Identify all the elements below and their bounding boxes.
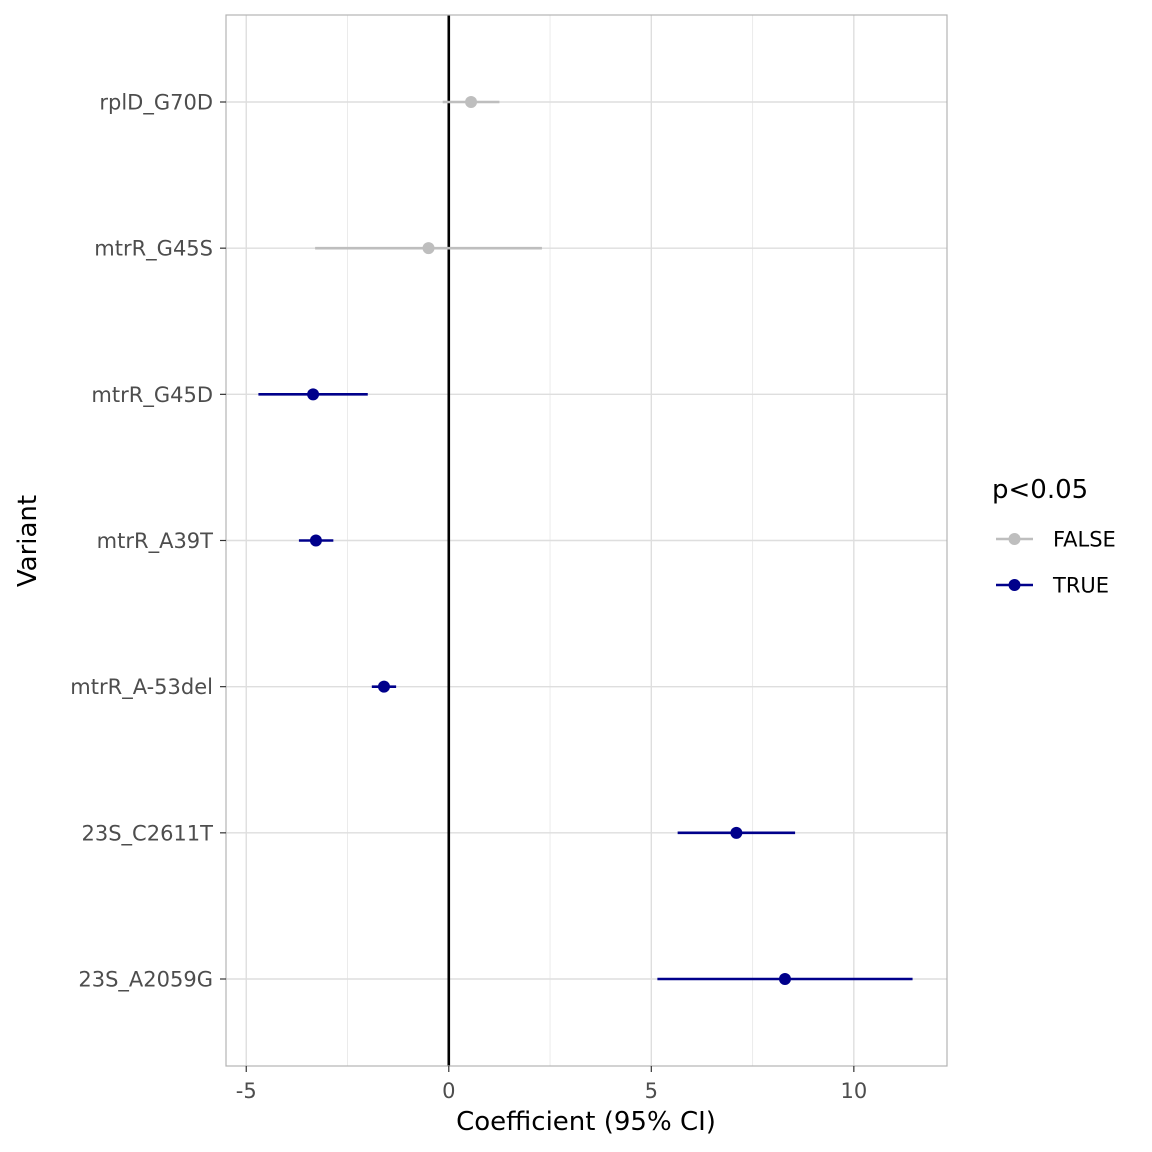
estimate-point — [307, 388, 320, 401]
estimate-point — [377, 680, 390, 693]
x-tick-label: -5 — [236, 1079, 257, 1103]
x-tick-label: 0 — [442, 1079, 455, 1103]
axis-ticks — [220, 101, 855, 1072]
y-tick-label: mtrR_G45D — [91, 383, 213, 408]
legend-key-point — [1008, 579, 1021, 591]
x-axis-title: Coefficient (95% CI) — [456, 1107, 716, 1137]
x-tick-label: 10 — [840, 1079, 867, 1103]
estimate-point — [309, 534, 322, 547]
y-tick-label: mtrR_A39T — [97, 529, 214, 554]
legend-label: FALSE — [1053, 528, 1116, 552]
estimate-point — [730, 826, 743, 839]
y-tick-label: 23S_A2059G — [78, 968, 213, 993]
y-tick-label: 23S_C2611T — [82, 821, 214, 846]
y-tick-label: rplD_G70D — [99, 91, 213, 116]
y-tick-label: mtrR_G45S — [94, 237, 213, 262]
x-tick-label: 5 — [645, 1079, 658, 1103]
legend-key-point — [1008, 533, 1021, 545]
legend-entries: FALSE TRUE — [996, 528, 1116, 598]
estimate-point — [422, 242, 435, 255]
y-axis-title: Variant — [13, 495, 43, 587]
legend-label: TRUE — [1052, 574, 1109, 598]
estimate-point — [465, 96, 478, 108]
y-tick-labels: rplD_G70D mtrR_G45S mtrR_G45D mtrR_A39T mtrR… — [70, 91, 213, 993]
x-tick-labels: -5 0 5 10 — [236, 1079, 867, 1103]
legend-title: p<0.05 — [992, 475, 1088, 505]
legend: p<0.05 FALSE TRUE — [992, 475, 1116, 598]
estimate-point — [778, 973, 791, 985]
estimate-marks — [258, 96, 913, 985]
y-tick-label: mtrR_A-53del — [70, 675, 213, 700]
